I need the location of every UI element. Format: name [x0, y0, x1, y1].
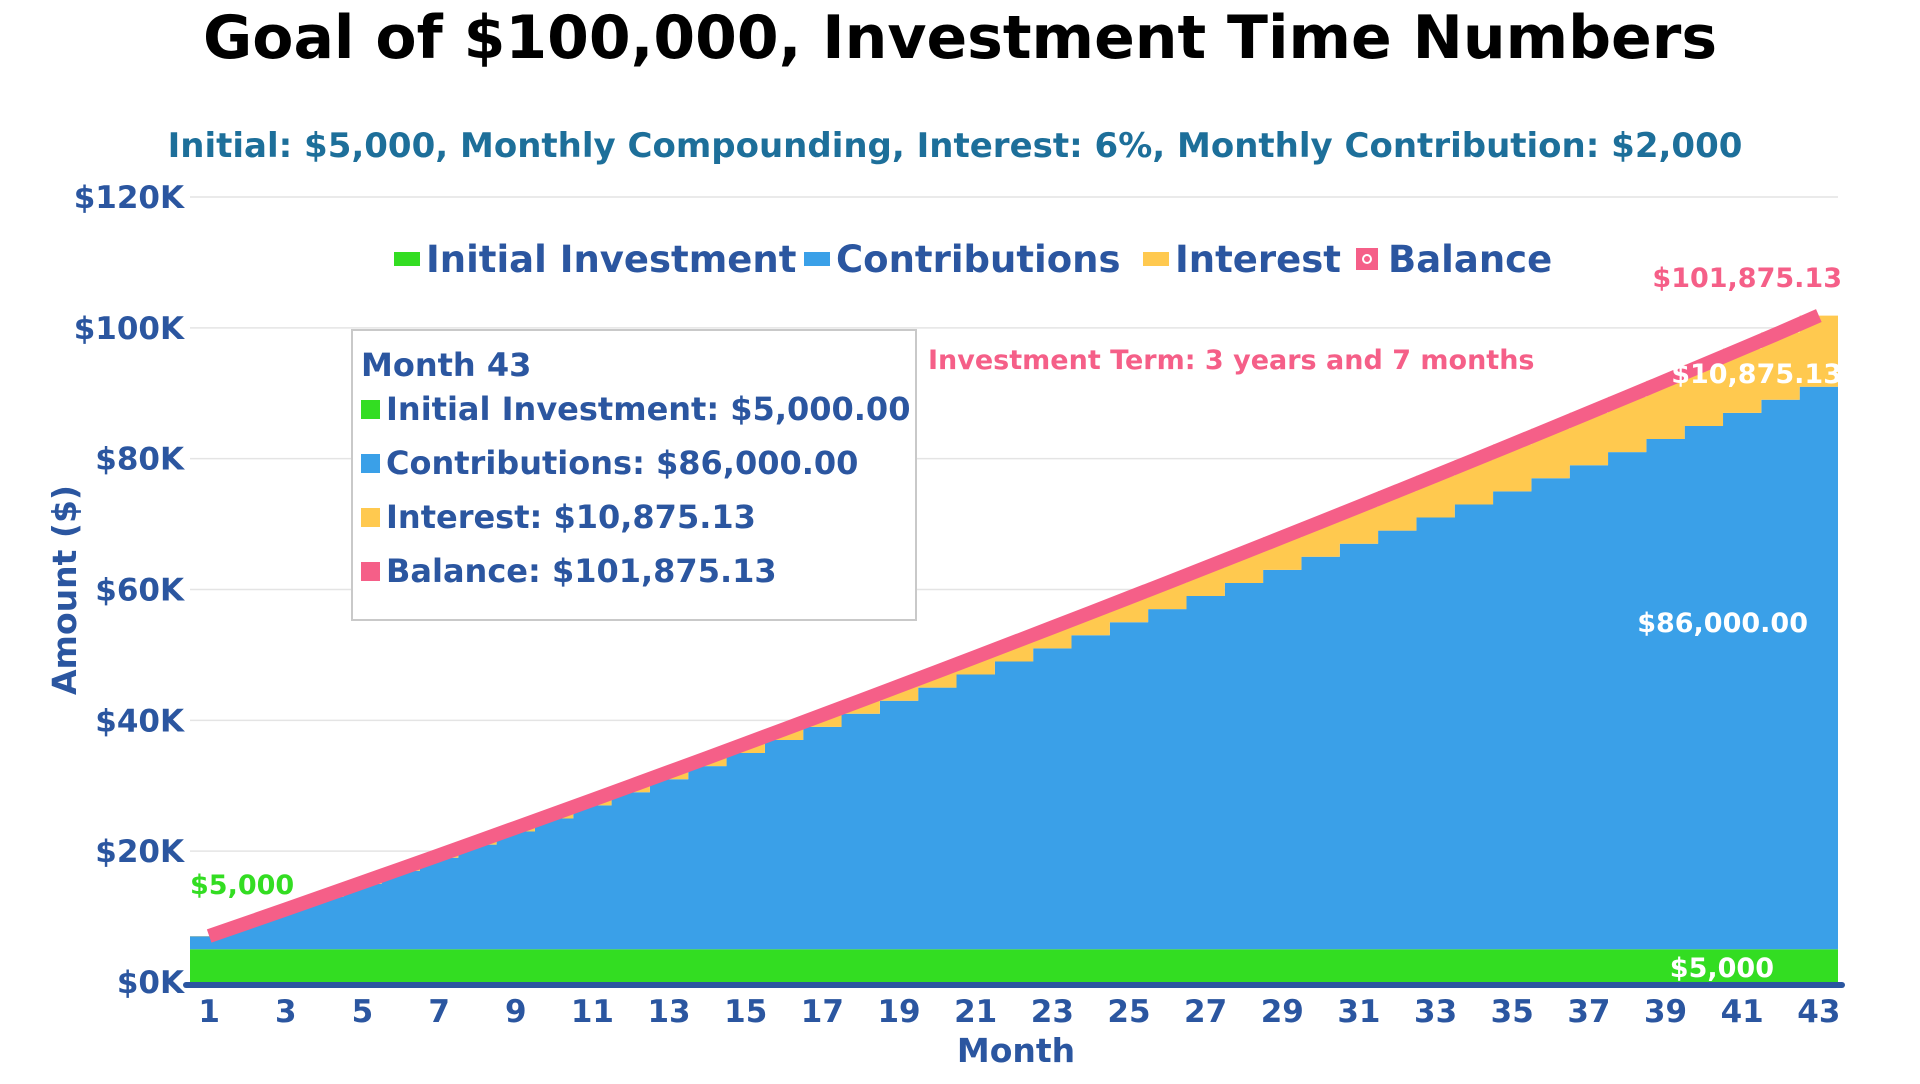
x-tick-label: 23: [1031, 994, 1074, 1030]
y-tick-label: $120K: [74, 180, 185, 216]
tooltip-swatch: [361, 454, 380, 473]
y-tick-label: $20K: [95, 834, 185, 870]
end-initial-label: $5,000: [1670, 953, 1774, 984]
tooltip-item-label: Interest: $10,875.13: [386, 498, 756, 536]
x-tick-label: 37: [1567, 994, 1610, 1030]
legend-label-balance: Balance: [1388, 238, 1552, 281]
legend-swatch-interest: [1143, 252, 1169, 266]
x-tick-label: 17: [801, 994, 844, 1030]
y-tick-label: $40K: [95, 703, 185, 739]
legend-swatch-contributions: [804, 252, 830, 266]
tooltip-item-label: Balance: $101,875.13: [386, 552, 777, 590]
y-tick-label: $60K: [95, 573, 185, 609]
y-axis-ticks: $0K $20K $40K $60K $80K $100K $120K: [74, 180, 185, 1001]
x-tick-label: 27: [1184, 994, 1227, 1030]
stacked-areas: [190, 315, 1838, 982]
x-tick-label: 19: [877, 994, 920, 1030]
x-tick-label: 5: [352, 994, 374, 1030]
tooltip-swatch: [361, 562, 380, 581]
x-tick-label: 9: [505, 994, 527, 1030]
legend-label-initial-investment: Initial Investment: [426, 238, 796, 281]
balance-line: [206, 309, 1822, 943]
x-tick-label: 43: [1797, 994, 1840, 1030]
x-tick-label: 11: [571, 994, 614, 1030]
y-tick-label: $100K: [74, 311, 185, 347]
x-tick-label: 39: [1644, 994, 1687, 1030]
tooltip-item-label: Initial Investment: $5,000.00: [386, 390, 910, 428]
x-tick-label: 33: [1414, 994, 1457, 1030]
x-tick-label: 15: [724, 994, 767, 1030]
legend: Initial Investment Contributions Interest B…: [394, 238, 1552, 281]
tooltip: Month 43 Initial Investment: $5,000.00 Co…: [351, 329, 917, 621]
end-balance-label: $101,875.13: [1652, 263, 1842, 294]
x-tick-label: 7: [428, 994, 450, 1030]
tooltip-swatch: [361, 400, 380, 419]
legend-label-interest: Interest: [1175, 238, 1341, 281]
x-tick-label: 1: [198, 994, 220, 1030]
tooltip-box: [351, 329, 917, 621]
y-tick-label: $0K: [117, 965, 185, 1001]
x-tick-label: 13: [647, 994, 690, 1030]
x-tick-label: 41: [1721, 994, 1764, 1030]
legend-swatch-initial-investment: [394, 252, 420, 266]
x-tick-label: 31: [1337, 994, 1380, 1030]
x-tick-label: 3: [275, 994, 297, 1030]
x-tick-label: 35: [1491, 994, 1534, 1030]
x-axis-ticks: 1 3 5 7 9 11 13 15 17 19 21 23 25 27 29 31 33 35 37 39 41 43: [198, 994, 1840, 1030]
tooltip-item-label: Contributions: $86,000.00: [386, 444, 858, 482]
x-tick-label: 25: [1107, 994, 1150, 1030]
legend-marker-dot-balance: [1364, 256, 1370, 262]
balance-line-layer: [206, 309, 1822, 943]
x-axis-title: Month: [957, 1031, 1075, 1070]
end-contributions-label: $86,000.00: [1637, 608, 1808, 639]
y-tick-label: $80K: [95, 442, 185, 478]
y-axis-title: Amount ($): [45, 485, 84, 695]
end-interest-label: $10,875.13: [1671, 359, 1842, 390]
x-tick-label: 21: [954, 994, 997, 1030]
chart-subtitle: Initial: $5,000, Monthly Compounding, In…: [168, 126, 1743, 166]
x-tick-label: 29: [1261, 994, 1304, 1030]
tooltip-swatch: [361, 508, 380, 527]
investment-term-annotation: Investment Term: 3 years and 7 months: [928, 345, 1535, 376]
contributions-area: [190, 386, 1838, 950]
legend-label-contributions: Contributions: [836, 238, 1121, 281]
start-balance-label: $5,000: [190, 870, 294, 901]
tooltip-title: Month 43: [361, 346, 531, 384]
tooltip-items: Initial Investment: $5,000.00 Contributio…: [361, 390, 910, 590]
initial-investment-area: [190, 949, 1838, 982]
chart-title: Goal of $100,000, Investment Time Number…: [203, 3, 1717, 73]
